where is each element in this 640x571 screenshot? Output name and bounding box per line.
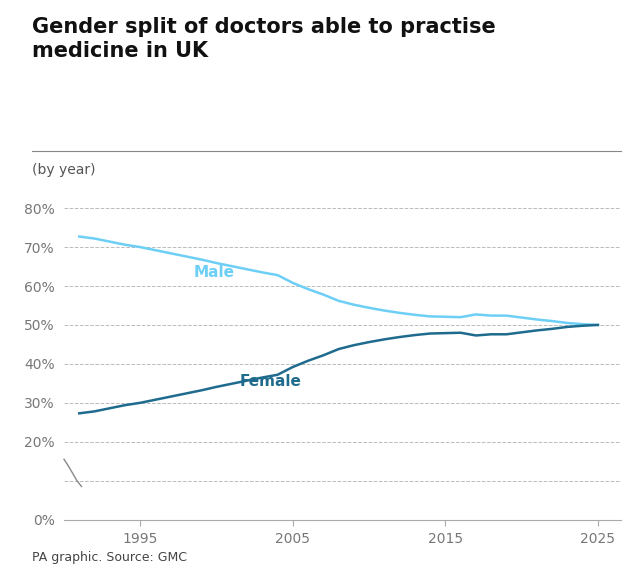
Text: Male: Male	[194, 265, 235, 280]
Text: PA graphic. Source: GMC: PA graphic. Source: GMC	[32, 551, 187, 564]
Text: Female: Female	[239, 374, 301, 389]
Text: (by year): (by year)	[32, 163, 95, 177]
Text: Gender split of doctors able to practise
medicine in UK: Gender split of doctors able to practise…	[32, 17, 496, 61]
